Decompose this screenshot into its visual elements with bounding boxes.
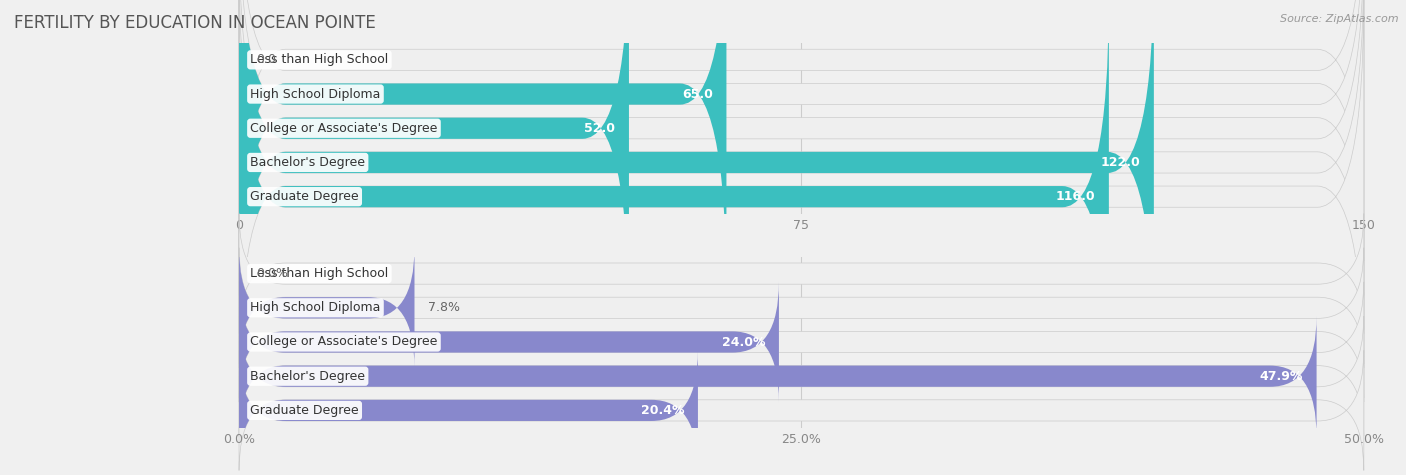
Text: 0.0: 0.0 bbox=[256, 53, 276, 67]
Text: Bachelor's Degree: Bachelor's Degree bbox=[250, 156, 366, 169]
FancyBboxPatch shape bbox=[239, 316, 1316, 436]
Text: 116.0: 116.0 bbox=[1056, 190, 1095, 203]
FancyBboxPatch shape bbox=[239, 0, 1364, 330]
Text: High School Diploma: High School Diploma bbox=[250, 301, 381, 314]
FancyBboxPatch shape bbox=[239, 248, 415, 368]
FancyBboxPatch shape bbox=[239, 0, 1109, 398]
FancyBboxPatch shape bbox=[239, 0, 1364, 295]
Text: College or Associate's Degree: College or Associate's Degree bbox=[250, 335, 437, 349]
FancyBboxPatch shape bbox=[239, 0, 727, 295]
FancyBboxPatch shape bbox=[239, 351, 1364, 470]
FancyBboxPatch shape bbox=[239, 316, 1364, 436]
FancyBboxPatch shape bbox=[239, 0, 1364, 261]
Text: 24.0%: 24.0% bbox=[721, 335, 765, 349]
Text: Source: ZipAtlas.com: Source: ZipAtlas.com bbox=[1281, 14, 1399, 24]
FancyBboxPatch shape bbox=[239, 248, 1364, 368]
Text: 122.0: 122.0 bbox=[1101, 156, 1140, 169]
Text: Bachelor's Degree: Bachelor's Degree bbox=[250, 370, 366, 383]
FancyBboxPatch shape bbox=[239, 282, 1364, 402]
Text: Graduate Degree: Graduate Degree bbox=[250, 404, 359, 417]
Text: 65.0: 65.0 bbox=[682, 87, 713, 101]
Text: College or Associate's Degree: College or Associate's Degree bbox=[250, 122, 437, 135]
Text: Less than High School: Less than High School bbox=[250, 267, 388, 280]
FancyBboxPatch shape bbox=[239, 0, 1154, 364]
FancyBboxPatch shape bbox=[239, 0, 1364, 398]
FancyBboxPatch shape bbox=[239, 351, 697, 470]
Text: Graduate Degree: Graduate Degree bbox=[250, 190, 359, 203]
Text: 0.0%: 0.0% bbox=[256, 267, 288, 280]
Text: 52.0: 52.0 bbox=[585, 122, 616, 135]
FancyBboxPatch shape bbox=[239, 282, 779, 402]
Text: 20.4%: 20.4% bbox=[641, 404, 685, 417]
FancyBboxPatch shape bbox=[239, 0, 1364, 364]
Text: Less than High School: Less than High School bbox=[250, 53, 388, 67]
Text: FERTILITY BY EDUCATION IN OCEAN POINTE: FERTILITY BY EDUCATION IN OCEAN POINTE bbox=[14, 14, 375, 32]
Text: 7.8%: 7.8% bbox=[427, 301, 460, 314]
FancyBboxPatch shape bbox=[239, 214, 1364, 333]
Text: High School Diploma: High School Diploma bbox=[250, 87, 381, 101]
FancyBboxPatch shape bbox=[239, 0, 628, 330]
Text: 47.9%: 47.9% bbox=[1260, 370, 1303, 383]
